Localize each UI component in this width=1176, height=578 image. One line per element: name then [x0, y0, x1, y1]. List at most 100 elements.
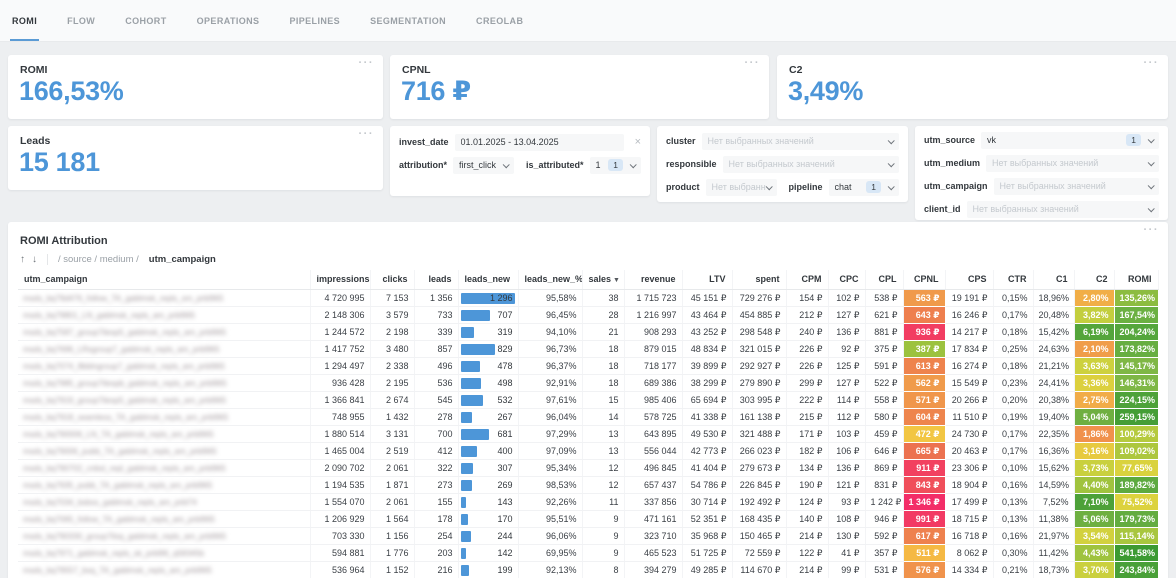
- filter-select-client_id[interactable]: Нет выбранных значений: [966, 200, 1159, 218]
- campaign-cell[interactable]: msds_bq79801_LN_gablmsk_repls_am_prbl965: [18, 306, 311, 324]
- column-header-clicks[interactable]: clicks: [370, 270, 415, 290]
- cpm-cell: 190 ₽: [786, 476, 829, 494]
- column-header-ltv[interactable]: LTV: [682, 270, 733, 290]
- column-header-c2[interactable]: C2: [1074, 270, 1115, 290]
- table-title: ROMI Attribution: [20, 235, 108, 247]
- column-header-cps[interactable]: CPS: [945, 270, 994, 290]
- card-menu-icon[interactable]: ···: [1143, 57, 1159, 69]
- tab-flow[interactable]: FLOW: [67, 15, 96, 26]
- tab-romi[interactable]: ROMI: [10, 0, 39, 41]
- table-row[interactable]: msds_bq7065_follow_TA_gablmsk_repls_am_p…: [18, 510, 1159, 528]
- clear-icon[interactable]: ×: [634, 136, 641, 148]
- cpnl-cell: 936 ₽: [903, 323, 946, 341]
- column-header-cpc[interactable]: CPC: [828, 270, 866, 290]
- filter-select-attribution[interactable]: first_click: [453, 156, 514, 174]
- table-row[interactable]: msds_bq7985_group7tlespb_gablmsk_repls_a…: [18, 374, 1159, 392]
- filter-select-utm_medium[interactable]: Нет выбранных значений: [986, 154, 1159, 172]
- spent-cell: 161 138 ₽: [732, 408, 787, 426]
- column-header-cpm[interactable]: CPM: [786, 270, 829, 290]
- table-row[interactable]: msds_bq7696_LRsgroup7_gablmsk_repls_am_p…: [18, 340, 1159, 358]
- spent-cell: 168 435 ₽: [732, 510, 787, 528]
- leads-cell: 203: [414, 544, 459, 562]
- campaign-cell[interactable]: msds_bq7034_bsbss_gablmsk_repls_am_prbl7…: [18, 493, 311, 511]
- column-header-leads_new[interactable]: leads_new: [458, 270, 519, 290]
- column-header-leads[interactable]: leads: [414, 270, 459, 290]
- campaign-cell[interactable]: msds_bq7696_LRsgroup7_gablmsk_repls_am_p…: [18, 340, 311, 358]
- tab-operations[interactable]: OPERATIONS: [196, 15, 260, 26]
- kpi-label: C2: [789, 64, 803, 76]
- filter-select-product[interactable]: Нет выбранных значений: [705, 178, 777, 196]
- cpnl-cell: 843 ₽: [903, 476, 946, 494]
- card-menu-icon[interactable]: ···: [358, 57, 374, 69]
- campaign-cell[interactable]: msds_bq7065_follow_TA_gablmsk_repls_am_p…: [18, 510, 311, 528]
- ltv-cell: 41 338 ₽: [682, 408, 733, 426]
- tab-segmentation[interactable]: SEGMENTATION: [370, 15, 447, 26]
- campaign-cell[interactable]: msds_bq7918_seamless_TA_gablmsk_repls_am…: [18, 408, 311, 426]
- cpc-cell: 106 ₽: [828, 442, 866, 460]
- card-menu-icon[interactable]: ···: [1143, 224, 1159, 236]
- column-header-spent[interactable]: spent: [732, 270, 787, 290]
- campaign-cell[interactable]: msds_bq7985_group7tlespb_gablmsk_repls_a…: [18, 374, 311, 392]
- table-row[interactable]: msds_bq7034_bsbss_gablmsk_repls_am_prbl7…: [18, 493, 1159, 511]
- column-header-revenue[interactable]: revenue: [624, 270, 683, 290]
- column-header-cpl[interactable]: CPL: [865, 270, 904, 290]
- sort-asc-icon[interactable]: ↑: [20, 253, 25, 265]
- campaign-cell[interactable]: msds_bq790006_LN_TA_gablmsk_repls_am_prb…: [18, 425, 311, 443]
- campaign-cell[interactable]: msds_bq7971_gablmsk_repls_sk_prbl96_q583…: [18, 544, 311, 562]
- revenue-cell: 556 044: [624, 442, 683, 460]
- campaign-cell[interactable]: msds_bq79d476_follow_TA_gablmsk_repls_sm…: [18, 289, 311, 307]
- table-row[interactable]: msds_bq7971_gablmsk_repls_sk_prbl96_q583…: [18, 544, 1159, 562]
- campaign-cell[interactable]: msds_bq7919_group7ilesp5_gablmsk_repls_a…: [18, 391, 311, 409]
- table-row[interactable]: msds_bq7587_group7ilesp5_gablmsk_repls_a…: [18, 323, 1159, 341]
- table-row[interactable]: msds_bq7074_8bblngroup7_gablmsk_repls_am…: [18, 357, 1159, 375]
- campaign-cell[interactable]: msds_bq79557_bsq_TA_gablmsk_repls_am_prb…: [18, 561, 311, 578]
- column-header-leads_new_pct[interactable]: leads_new_%: [518, 270, 583, 290]
- tab-pipelines[interactable]: PIPELINES: [289, 15, 341, 26]
- column-header-cpnl[interactable]: CPNL: [903, 270, 946, 290]
- leads-cell: 155: [414, 493, 459, 511]
- clicks-cell: 2 338: [370, 357, 415, 375]
- table-row[interactable]: msds_bq79557_bsq_TA_gablmsk_repls_am_prb…: [18, 561, 1159, 578]
- column-header-romi[interactable]: ROMI: [1114, 270, 1159, 290]
- table-row[interactable]: msds_bq79006_pubb_TA_gablmsk_repls_am_pr…: [18, 442, 1159, 460]
- filter-select-pipeline[interactable]: chat 1: [828, 178, 899, 196]
- filter-select-utm_source[interactable]: vk 1: [981, 131, 1159, 149]
- breadcrumb: ↑ ↓ / source / medium / utm_campaign: [18, 247, 1158, 270]
- campaign-cell[interactable]: msds_bq790330_group7ilsq_gablmsk_repls_a…: [18, 527, 311, 545]
- card-menu-icon[interactable]: ···: [744, 57, 760, 69]
- filter-select-responsible[interactable]: Нет выбранных значений: [722, 155, 899, 173]
- column-header-ctr[interactable]: CTR: [993, 270, 1034, 290]
- table-row[interactable]: msds_bq7919_group7ilesp5_gablmsk_repls_a…: [18, 391, 1159, 409]
- filter-select-invest_date[interactable]: 01.01.2025 - 13.04.2025: [454, 133, 624, 151]
- c1-cell: 14,59%: [1033, 476, 1075, 494]
- campaign-cell[interactable]: msds_bq7587_group7ilesp5_gablmsk_repls_a…: [18, 323, 311, 341]
- c1-cell: 18,96%: [1033, 289, 1075, 307]
- filter-select-cluster[interactable]: Нет выбранных значений: [701, 132, 899, 150]
- table-row[interactable]: msds_bq790702_cnbsl_repl_gablmsk_repls_a…: [18, 459, 1159, 477]
- table-row[interactable]: msds_bq7935_pubb_TA_gablmsk_repls_am_prb…: [18, 476, 1159, 494]
- filter-placeholder: Нет выбранных значений: [728, 159, 835, 169]
- column-header-campaign[interactable]: utm_campaign: [18, 270, 311, 290]
- campaign-cell[interactable]: msds_bq7935_pubb_TA_gablmsk_repls_am_prb…: [18, 476, 311, 494]
- table-row[interactable]: msds_bq79801_LN_gablmsk_repls_am_prbl965…: [18, 306, 1159, 324]
- campaign-cell[interactable]: msds_bq7074_8bblngroup7_gablmsk_repls_am…: [18, 357, 311, 375]
- table-row[interactable]: msds_bq7918_seamless_TA_gablmsk_repls_am…: [18, 408, 1159, 426]
- breadcrumb-path[interactable]: / source / medium /: [58, 254, 139, 265]
- campaign-cell[interactable]: msds_bq790702_cnbsl_repl_gablmsk_repls_a…: [18, 459, 311, 477]
- ctr-cell: 0,16%: [993, 527, 1034, 545]
- card-menu-icon[interactable]: ···: [358, 128, 374, 140]
- sort-desc-icon[interactable]: ↓: [32, 253, 37, 265]
- cpc-cell: 108 ₽: [828, 510, 866, 528]
- ctr-cell: 0,17%: [993, 442, 1034, 460]
- column-header-c1[interactable]: C1: [1033, 270, 1075, 290]
- column-header-impressions[interactable]: impressions: [310, 270, 371, 290]
- campaign-cell[interactable]: msds_bq79006_pubb_TA_gablmsk_repls_am_pr…: [18, 442, 311, 460]
- column-header-sales[interactable]: sales ▼: [582, 270, 625, 290]
- tab-creolab[interactable]: CREOLAB: [476, 15, 524, 26]
- filter-select-utm_campaign[interactable]: Нет выбранных значений: [993, 177, 1159, 195]
- table-row[interactable]: msds_bq790006_LN_TA_gablmsk_repls_am_prb…: [18, 425, 1159, 443]
- table-row[interactable]: msds_bq79d476_follow_TA_gablmsk_repls_sm…: [18, 289, 1159, 307]
- table-row[interactable]: msds_bq790330_group7ilsq_gablmsk_repls_a…: [18, 527, 1159, 545]
- tab-cohort[interactable]: COHORT: [125, 15, 167, 26]
